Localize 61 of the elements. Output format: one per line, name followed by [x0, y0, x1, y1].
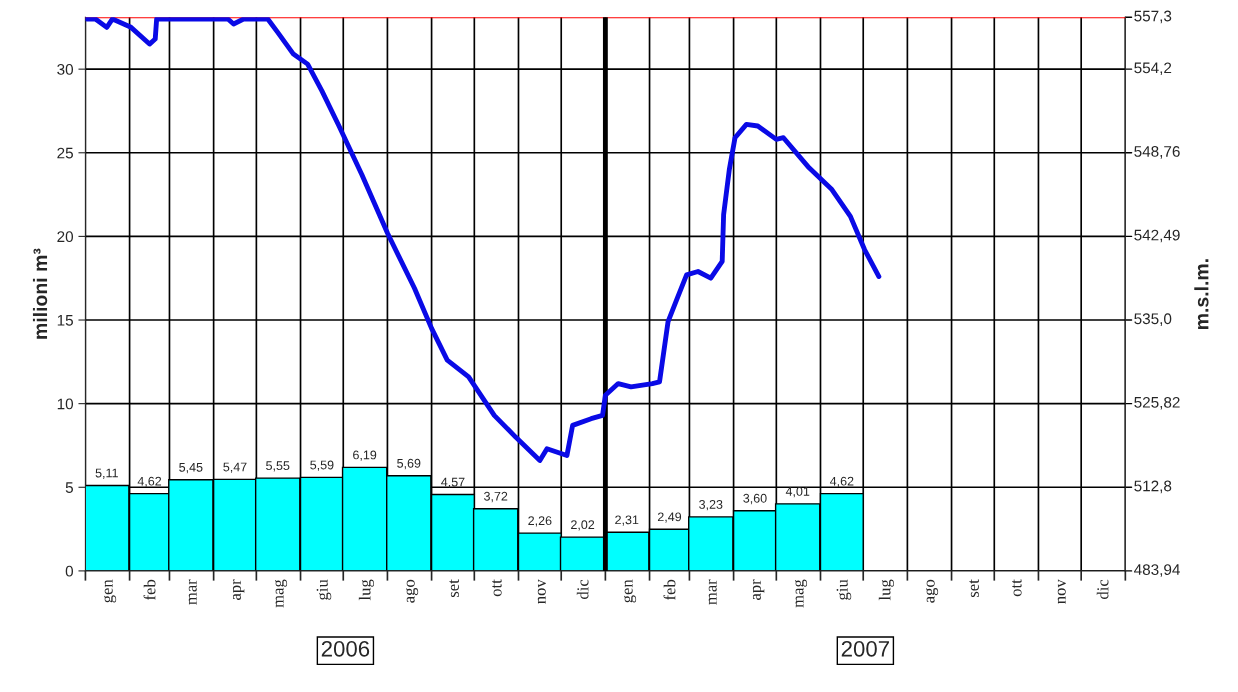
data-label: 2,31 — [615, 515, 639, 526]
text: 483,94 — [1134, 564, 1180, 577]
x-tick-label: ott — [1012, 579, 1022, 597]
x-tick-label: apr — [232, 579, 245, 600]
data-label: 5,45 — [179, 463, 203, 474]
data-label: 5,55 — [266, 461, 290, 472]
y-tick-label: 5 — [65, 482, 73, 493]
text: 535,0 — [1134, 313, 1172, 326]
data-label: 3,23 — [699, 500, 723, 511]
x-tick-label: mar — [188, 579, 197, 605]
x-tick-label: gen — [623, 579, 637, 603]
text: 554,2 — [1134, 62, 1172, 76]
text: 548,76 — [1134, 146, 1180, 159]
data-label: 2,26 — [528, 516, 552, 527]
text: 525,82 — [1134, 396, 1180, 410]
data-label: 2,49 — [657, 512, 682, 523]
data-label: 3,72 — [484, 491, 508, 503]
data-label: 4,57 — [441, 477, 465, 488]
y-axis-title: milioni m³ — [32, 248, 48, 339]
x-tick-label: lug — [878, 579, 894, 601]
y-tick-label: 25 — [57, 147, 73, 159]
x-tick-label: giu — [836, 579, 852, 600]
text: 2006 — [321, 640, 370, 657]
x-tick-label: ago — [406, 579, 419, 603]
text: 557,3 — [1134, 10, 1172, 24]
y-tick-label: 0 — [65, 565, 74, 577]
x-tick-label: set — [969, 579, 979, 598]
data-label: 5,47 — [223, 462, 247, 473]
data-label: 2,02 — [571, 520, 595, 531]
x-tick-label: apr — [752, 579, 765, 600]
x-tick-label: mag — [274, 579, 288, 608]
y-tick-label: 10 — [57, 398, 74, 410]
x-tick-label: feb — [663, 579, 676, 600]
y-tick-label: 30 — [57, 64, 74, 75]
x-tick-label: nov — [1057, 579, 1066, 604]
x-tick-label: nov — [537, 579, 546, 604]
x-tick-label: mag — [794, 579, 808, 608]
x-tick-label: set — [449, 579, 459, 598]
data-label: 6,19 — [353, 450, 377, 461]
text: 2007 — [841, 640, 889, 657]
x-tick-label: dic — [576, 579, 589, 599]
data-label: 4,01 — [785, 486, 810, 498]
data-label: 5,69 — [397, 458, 421, 470]
data-label: 4,62 — [829, 476, 854, 488]
x-tick-label: feb — [143, 579, 156, 600]
data-label: 3,60 — [743, 493, 767, 505]
data-label: 5,59 — [310, 460, 334, 471]
x-tick-label: ago — [925, 579, 939, 603]
y-tick-label: 20 — [57, 231, 74, 243]
text: 512,8 — [1134, 480, 1172, 494]
x-tick-label: gen — [104, 579, 117, 603]
data-label: 5,11 — [95, 468, 118, 479]
data-label: 4,62 — [137, 476, 162, 488]
x-tick-label: giu — [316, 579, 332, 600]
x-tick-label: mar — [708, 579, 717, 605]
x-tick-label: lug — [358, 579, 375, 601]
x-tick-label: ott — [492, 579, 502, 597]
y2-axis-title: m.s.l.m. — [1194, 259, 1209, 330]
x-tick-label: dic — [1096, 579, 1109, 599]
text: 542,49 — [1134, 229, 1180, 243]
y-tick-label: 15 — [57, 315, 73, 326]
